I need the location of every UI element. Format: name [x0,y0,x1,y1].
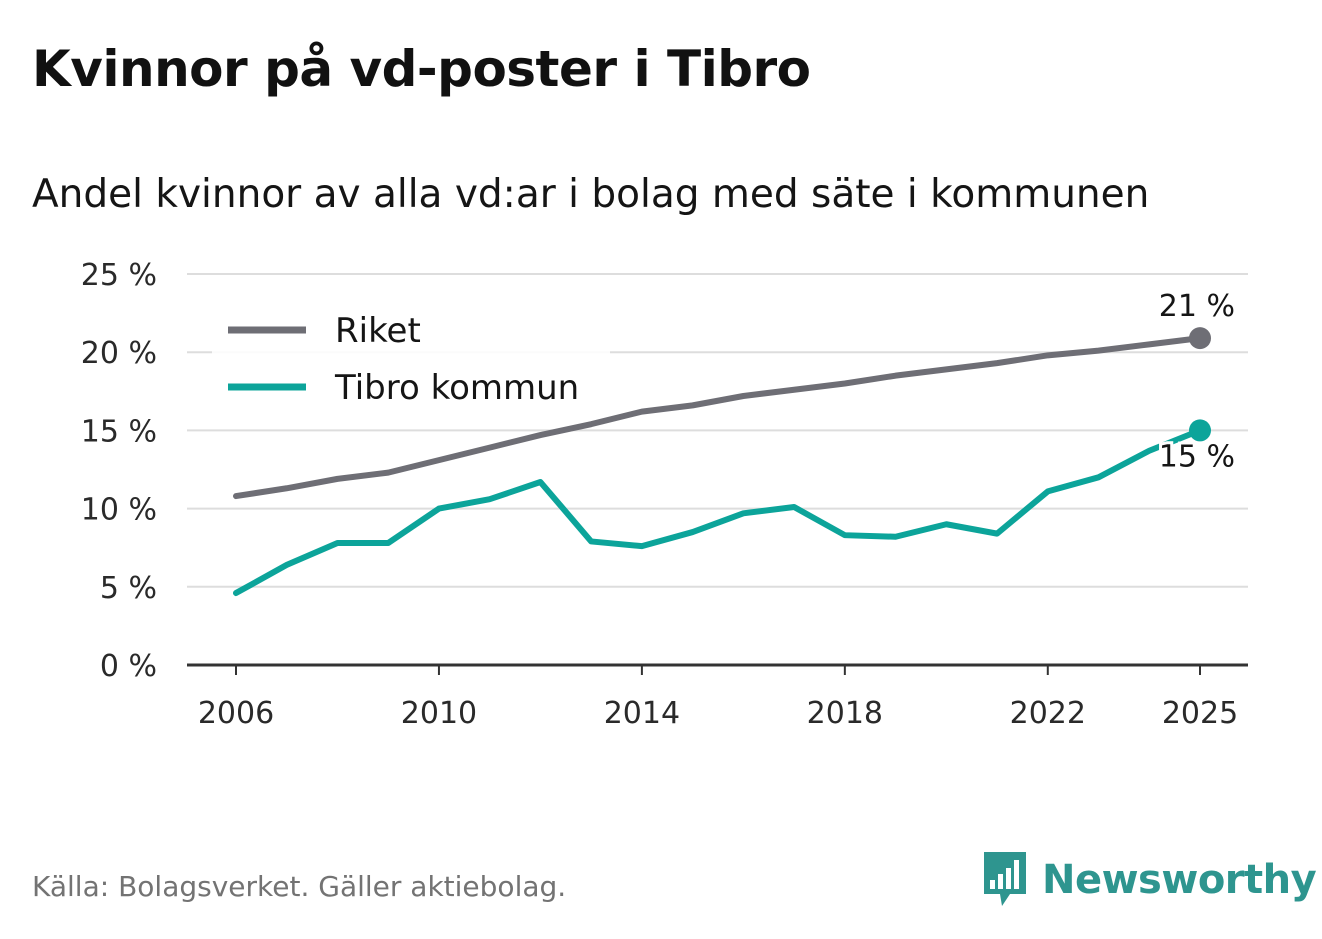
end-label-tibro: 15 % [1159,439,1235,474]
end-label-riket: 21 % [1159,289,1235,324]
series-end-point [1189,419,1211,442]
line-chart: 0 %5 %10 %15 %20 %25 % 2006 2010 2014 2018 2… [81,258,1248,731]
x-axis: 2006 2010 2014 2018 2022 2025 [187,663,1248,731]
legend-background [212,304,610,416]
series-end-point [1189,327,1211,350]
brand: Newsworthy [980,850,1317,910]
x-tick-label: 2025 [1162,696,1238,731]
series-line [233,427,1203,597]
x-tick-label: 2018 [807,696,883,731]
newsworthy-logo-icon [984,852,1026,906]
y-tick-label: 10 % [81,493,157,528]
end-labels: 21 % 15 % [1156,289,1238,477]
x-tick-label: 2022 [1010,696,1086,731]
chart-title: Kvinnor på vd-poster i Tibro [32,40,811,98]
y-tick-label: 5 % [100,571,157,606]
y-tick-label: 20 % [81,336,157,371]
x-tick-label: 2014 [604,696,680,731]
chart-subtitle: Andel kvinnor av alla vd:ar i bolag med … [32,172,1150,217]
legend-label: Tibro kommun [334,368,579,408]
series-lines [233,327,1211,597]
y-axis: 0 % 5 % 10 % 15 % 20 % 25 % [81,258,157,684]
legend-label: Riket [335,311,421,351]
y-tick-label: 15 % [81,414,157,449]
x-tick-label: 2010 [401,696,477,731]
y-tick-label: 25 % [81,258,157,293]
source-note: Källa: Bolagsverket. Gäller aktiebolag. [32,870,567,903]
legend: Riket Tibro kommun [212,304,610,416]
series-line [233,335,1203,500]
brand-name: Newsworthy [1042,857,1317,903]
y-tick-label: 0 % [100,649,157,684]
x-tick-label: 2006 [198,696,274,731]
